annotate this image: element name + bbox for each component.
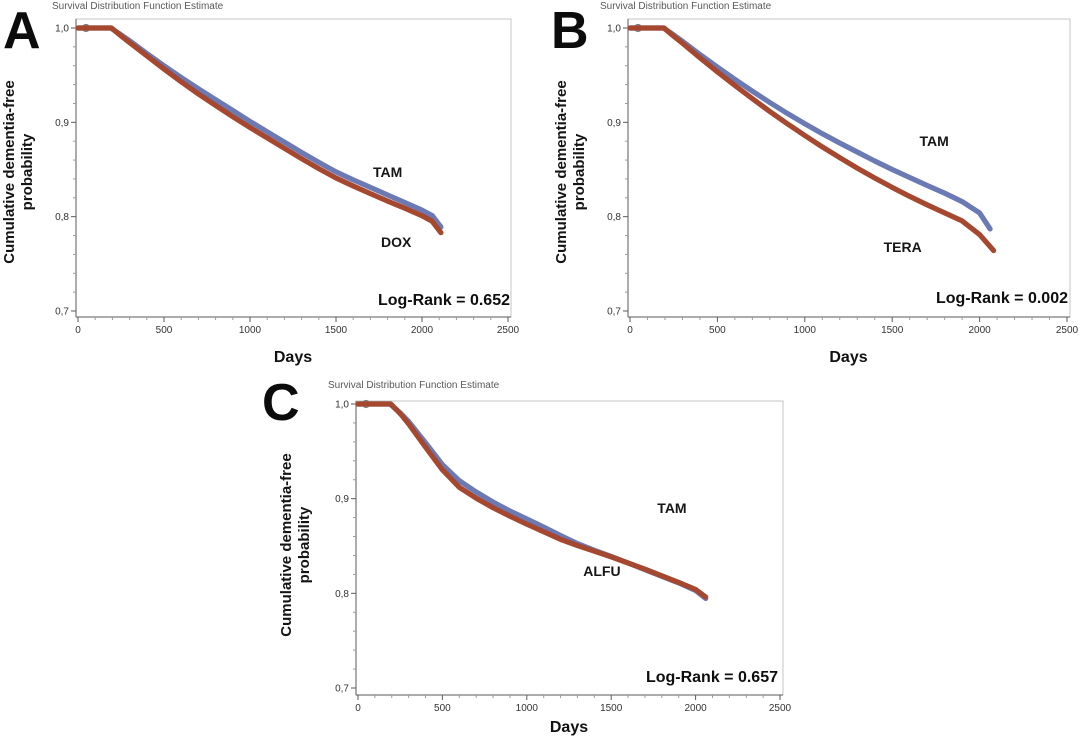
svg-text:2000: 2000 <box>684 703 707 714</box>
svg-text:500: 500 <box>156 325 173 336</box>
svg-text:0,8: 0,8 <box>335 589 349 600</box>
panel-c-y-axis-label-line1: Cumulative dementia-free <box>278 453 295 637</box>
panel-a-logrank-annotation: Log-Rank = 0.652 <box>377 292 510 309</box>
svg-text:500: 500 <box>709 325 726 336</box>
panel-b-series-label-tera: TERA <box>883 238 922 255</box>
svg-text:1,0: 1,0 <box>607 24 621 35</box>
svg-text:0: 0 <box>355 703 361 714</box>
svg-text:0,7: 0,7 <box>607 307 621 318</box>
panel-b-title: Survival Distribution Function Estimate <box>600 1 772 12</box>
svg-text:0,9: 0,9 <box>55 118 69 129</box>
svg-text:1500: 1500 <box>600 703 623 714</box>
svg-text:1000: 1000 <box>239 325 262 336</box>
svg-text:1000: 1000 <box>516 703 539 714</box>
panel-label-c: C <box>262 374 300 432</box>
panel-a-plot: 1,0 0,9 0,8 0,7 0 500 1000 1500 2000 2500 <box>55 18 520 336</box>
svg-text:2500: 2500 <box>497 325 520 336</box>
svg-text:0,9: 0,9 <box>607 118 621 129</box>
svg-text:1000: 1000 <box>794 325 817 336</box>
svg-text:0,7: 0,7 <box>335 684 349 695</box>
panel-c-title: Survival Distribution Function Estimate <box>328 380 500 391</box>
panel-c-plot: 1,0 0,9 0,8 0,7 0 500 1000 1500 2000 2500 <box>335 400 791 715</box>
svg-text:1500: 1500 <box>325 325 348 336</box>
svg-text:0: 0 <box>627 325 633 336</box>
svg-text:2500: 2500 <box>1056 325 1079 336</box>
panel-label-b: B <box>551 2 589 60</box>
svg-text:1,0: 1,0 <box>335 400 349 411</box>
svg-text:1,0: 1,0 <box>55 24 69 35</box>
panel-a-y-axis-label-line1: Cumulative dementia-free <box>1 80 18 264</box>
panel-b-series-label-tam: TAM <box>919 133 949 150</box>
panel-label-a: A <box>3 2 41 60</box>
survival-curve-tera <box>627 25 997 254</box>
panel-b-y-axis-label-line2: probability <box>571 133 588 211</box>
svg-text:0,8: 0,8 <box>607 212 621 223</box>
svg-text:2000: 2000 <box>411 325 434 336</box>
svg-text:0,8: 0,8 <box>55 212 69 223</box>
svg-text:0,9: 0,9 <box>335 494 349 505</box>
panel-b-logrank-annotation: Log-Rank = 0.002 <box>935 290 1068 307</box>
panel-b-y-axis-label: Cumulative dementia-free probability <box>553 22 593 322</box>
panel-c-x-axis-label: Days <box>549 719 589 736</box>
panel-a-series-label-tam: TAM <box>372 164 403 181</box>
survival-curve-dox <box>75 25 444 236</box>
survival-curve-tam <box>355 401 709 602</box>
panel-a-y-axis-label: Cumulative dementia-free probability <box>1 22 41 322</box>
panel-a-x-axis-label: Days <box>273 349 313 366</box>
panel-b-x-axis-label: Days <box>829 349 868 366</box>
panel-c-series-label-tam: TAM <box>657 500 687 517</box>
panel-c-y-axis-label-line2: probability <box>296 506 313 584</box>
panel-a-title: Survival Distribution Function Estimate <box>52 1 224 12</box>
svg-text:500: 500 <box>434 703 451 714</box>
survival-curve-alfu <box>355 401 709 600</box>
survival-curve-tam <box>75 25 444 230</box>
panel-a-y-axis-label-line2: probability <box>19 133 36 211</box>
panel-b-y-axis-label-line1: Cumulative dementia-free <box>553 80 570 264</box>
svg-text:0,7: 0,7 <box>55 307 69 318</box>
panel-c-y-axis-label: Cumulative dementia-free probability <box>278 395 318 695</box>
panel-c-logrank-annotation: Log-Rank = 0.657 <box>645 669 778 686</box>
survival-curve-tam <box>627 25 993 232</box>
panel-b-plot: 1,0 0,9 0,8 0,7 0 500 1000 1500 2000 2500 <box>607 18 1079 336</box>
svg-text:1500: 1500 <box>881 325 904 336</box>
svg-text:0: 0 <box>75 325 81 336</box>
svg-text:2000: 2000 <box>968 325 991 336</box>
svg-text:2500: 2500 <box>769 703 792 714</box>
panel-a-series-label-dox: DOX <box>381 234 412 251</box>
panel-c-series-label-alfu: ALFU <box>583 562 621 579</box>
